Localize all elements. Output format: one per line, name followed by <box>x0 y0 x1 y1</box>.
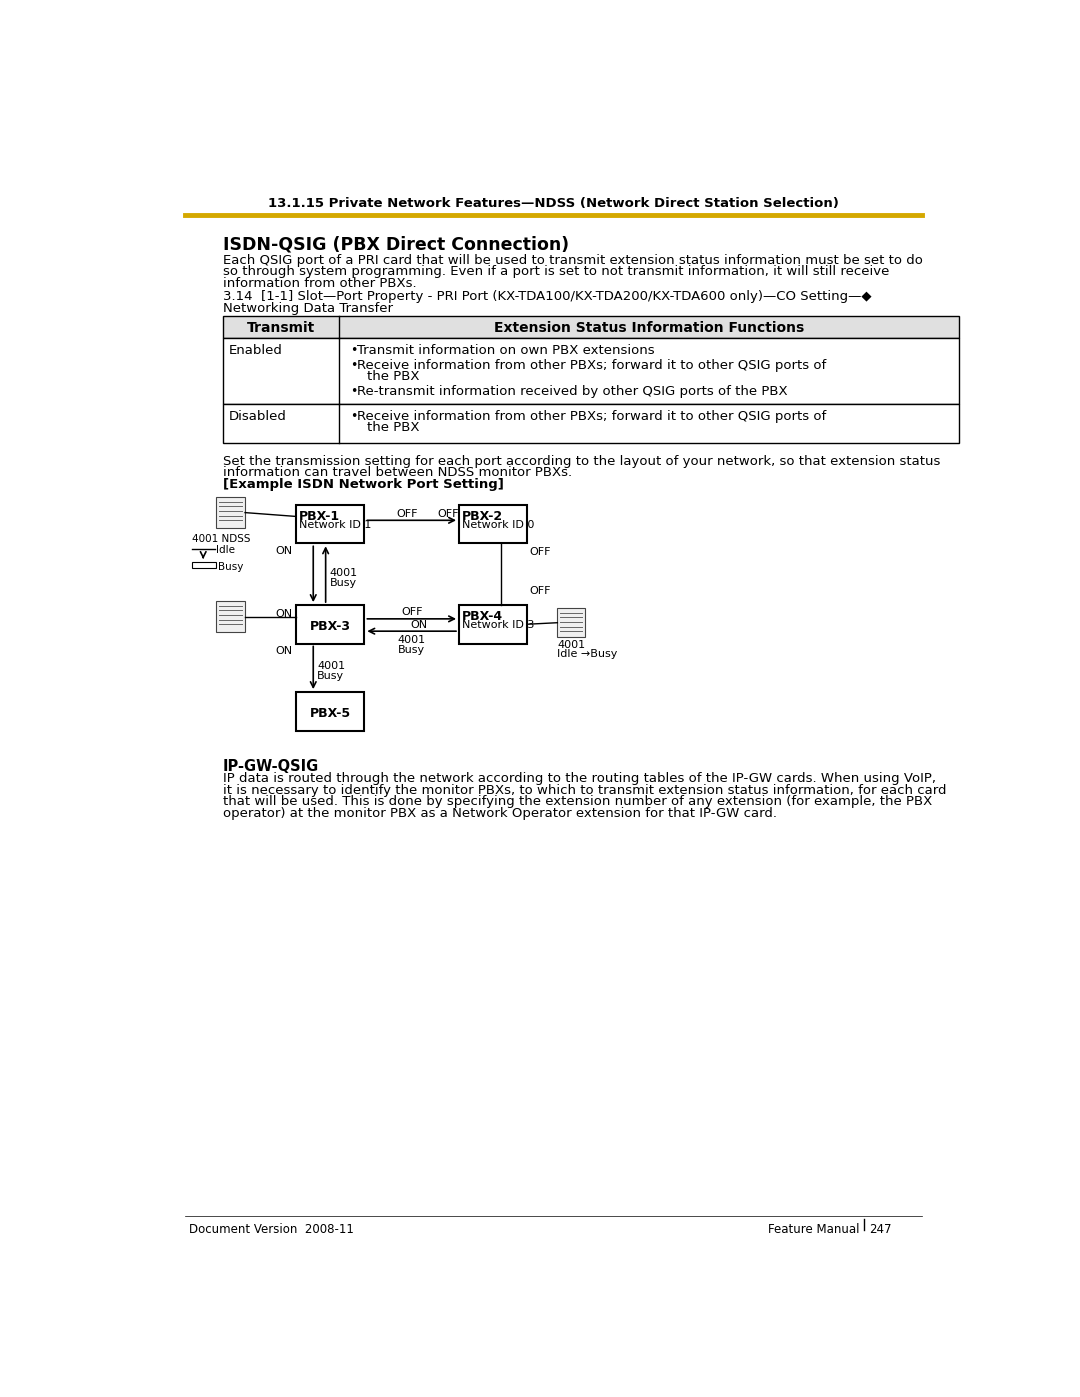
Text: Disabled: Disabled <box>229 411 286 423</box>
Text: 13.1.15 Private Network Features—NDSS (Network Direct Station Selection): 13.1.15 Private Network Features—NDSS (N… <box>268 197 839 211</box>
Bar <box>222 404 959 443</box>
Text: OFF: OFF <box>437 509 459 518</box>
Bar <box>459 504 527 543</box>
Text: information from other PBXs.: information from other PBXs. <box>222 277 416 291</box>
Text: Re-transmit information received by other QSIG ports of the PBX: Re-transmit information received by othe… <box>357 386 788 398</box>
Text: Network ID 1: Network ID 1 <box>299 520 372 531</box>
Text: ON: ON <box>275 645 293 655</box>
Text: Transmit: Transmit <box>246 321 315 335</box>
Text: PBX-5: PBX-5 <box>310 707 351 721</box>
Bar <box>222 316 959 338</box>
Text: Each QSIG port of a PRI card that will be used to transmit extension status info: Each QSIG port of a PRI card that will b… <box>222 254 922 267</box>
Bar <box>296 692 364 731</box>
Text: 247: 247 <box>869 1222 891 1235</box>
Text: Extension Status Information Functions: Extension Status Information Functions <box>494 321 804 335</box>
Text: 4001: 4001 <box>397 636 426 645</box>
Text: so through system programming. Even if a port is set to not transmit information: so through system programming. Even if a… <box>222 265 889 278</box>
Text: IP data is routed through the network according to the routing tables of the IP-: IP data is routed through the network ac… <box>222 773 935 785</box>
Text: 3.14  [1-1] Slot—Port Property - PRI Port (KX-TDA100/KX-TDA200/KX-TDA600 only)—C: 3.14 [1-1] Slot—Port Property - PRI Port… <box>222 291 872 303</box>
Text: •: • <box>350 411 357 423</box>
Text: Busy: Busy <box>218 562 243 571</box>
Text: OFF: OFF <box>396 509 418 518</box>
Text: the PBX: the PBX <box>367 370 419 383</box>
Text: Enabled: Enabled <box>229 344 283 358</box>
Text: it is necessary to identify the monitor PBXs, to which to transmit extension sta: it is necessary to identify the monitor … <box>222 784 946 796</box>
Text: ISDN-QSIG (PBX Direct Connection): ISDN-QSIG (PBX Direct Connection) <box>222 236 569 253</box>
Text: OFF: OFF <box>529 548 551 557</box>
Text: information can travel between NDSS monitor PBXs.: information can travel between NDSS moni… <box>222 467 571 479</box>
Text: Busy: Busy <box>329 578 356 588</box>
Bar <box>216 497 245 528</box>
Text: Document Version  2008-11: Document Version 2008-11 <box>189 1222 354 1235</box>
Text: Idle: Idle <box>216 545 235 555</box>
Text: that will be used. This is done by specifying the extension number of any extens: that will be used. This is done by speci… <box>222 795 932 809</box>
Text: Busy: Busy <box>318 671 345 682</box>
Text: Receive information from other PBXs; forward it to other QSIG ports of: Receive information from other PBXs; for… <box>357 411 826 423</box>
Bar <box>222 338 959 404</box>
Bar <box>296 504 364 543</box>
Text: PBX-3: PBX-3 <box>310 620 351 633</box>
Text: Network ID 0: Network ID 0 <box>462 520 535 531</box>
Text: Transmit information on own PBX extensions: Transmit information on own PBX extensio… <box>357 344 656 358</box>
Text: PBX-1: PBX-1 <box>299 510 340 524</box>
Text: IP-GW-QSIG: IP-GW-QSIG <box>222 759 319 774</box>
Text: PBX-4: PBX-4 <box>462 610 503 623</box>
Text: OFF: OFF <box>401 608 422 617</box>
Text: 4001: 4001 <box>318 661 346 671</box>
Text: [Example ISDN Network Port Setting]: [Example ISDN Network Port Setting] <box>222 478 503 490</box>
Text: the PBX: the PBX <box>367 422 419 434</box>
Text: Networking Data Transfer: Networking Data Transfer <box>222 302 392 314</box>
Text: Set the transmission setting for each port according to the layout of your netwo: Set the transmission setting for each po… <box>222 455 940 468</box>
Bar <box>459 605 527 644</box>
Text: Busy: Busy <box>399 645 426 655</box>
Text: •: • <box>350 386 357 398</box>
Text: ON: ON <box>275 546 293 556</box>
Text: 4001: 4001 <box>329 569 357 578</box>
Bar <box>191 562 216 569</box>
Text: operator) at the monitor PBX as a Network Operator extension for that IP-GW card: operator) at the monitor PBX as a Networ… <box>222 806 777 820</box>
Text: Network ID 3: Network ID 3 <box>462 620 535 630</box>
Text: Feature Manual: Feature Manual <box>768 1222 860 1235</box>
Text: PBX-2: PBX-2 <box>462 510 503 524</box>
Text: OFF: OFF <box>529 585 551 595</box>
Text: 4001: 4001 <box>557 640 585 650</box>
Text: Idle →Busy: Idle →Busy <box>557 648 618 659</box>
Bar <box>216 601 245 631</box>
Text: ON: ON <box>410 620 428 630</box>
Text: •: • <box>350 359 357 372</box>
Bar <box>557 608 585 637</box>
Bar <box>296 605 364 644</box>
Text: •: • <box>350 344 357 358</box>
Text: 4001 NDSS: 4001 NDSS <box>191 534 251 545</box>
Text: ON: ON <box>275 609 293 619</box>
Text: Receive information from other PBXs; forward it to other QSIG ports of: Receive information from other PBXs; for… <box>357 359 826 372</box>
